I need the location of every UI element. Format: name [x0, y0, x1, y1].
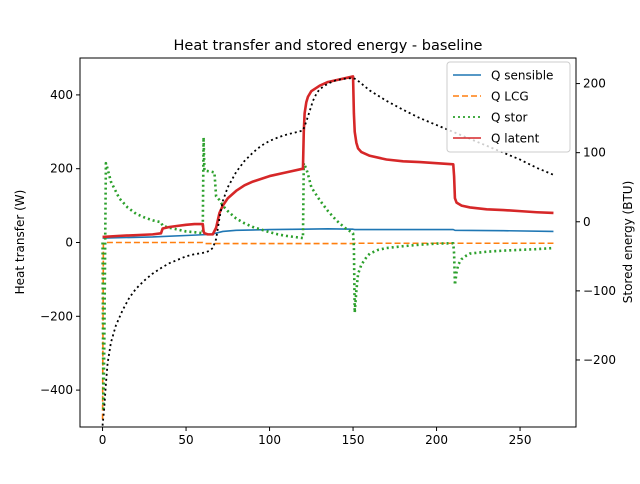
y-tick-label: 400: [50, 88, 73, 102]
legend-q-latent-label: Q latent: [491, 132, 540, 146]
plot-area: [101, 75, 554, 426]
legend-box: [446, 61, 571, 153]
y-tick-label: 0: [65, 236, 73, 250]
y2-tick-label: 200: [583, 77, 606, 91]
y2-tick-label: −100: [583, 284, 616, 298]
series-q-latent: [102, 75, 554, 239]
y-tick-label: 200: [50, 162, 73, 176]
y2-tick-label: −200: [583, 353, 616, 367]
x-tick-label: 50: [178, 433, 193, 447]
chart-title: Heat transfer and stored energy - baseli…: [174, 38, 483, 54]
x-tick-label: 100: [258, 433, 281, 447]
series-q-stor: [101, 136, 554, 410]
legend: Q sensible Q LCG Q stor Q latent: [446, 61, 571, 153]
y2-axis-label: Stored energy (BTU): [621, 181, 635, 303]
legend-q-stor-label: Q stor: [491, 111, 528, 125]
axes: 0 50 100 150 200 250 −400 −200 0 200 400 −200 −100 0 1…: [40, 57, 616, 447]
x-tick-label: 200: [425, 433, 448, 447]
legend-q-sensible-label: Q sensible: [491, 69, 553, 83]
y2-tick-label: 0: [583, 215, 591, 229]
x-tick-label: 250: [509, 433, 532, 447]
y2-tick-label: 100: [583, 146, 606, 160]
legend-q-lcg-label: Q LCG: [491, 90, 529, 104]
y-tick-label: −200: [40, 309, 73, 323]
x-tick-label: 0: [99, 433, 107, 447]
y-tick-label: −400: [40, 383, 73, 397]
series-stored-energy: [101, 77, 554, 426]
y-axis-label: Heat transfer (W): [13, 190, 27, 295]
x-tick-label: 150: [342, 433, 365, 447]
